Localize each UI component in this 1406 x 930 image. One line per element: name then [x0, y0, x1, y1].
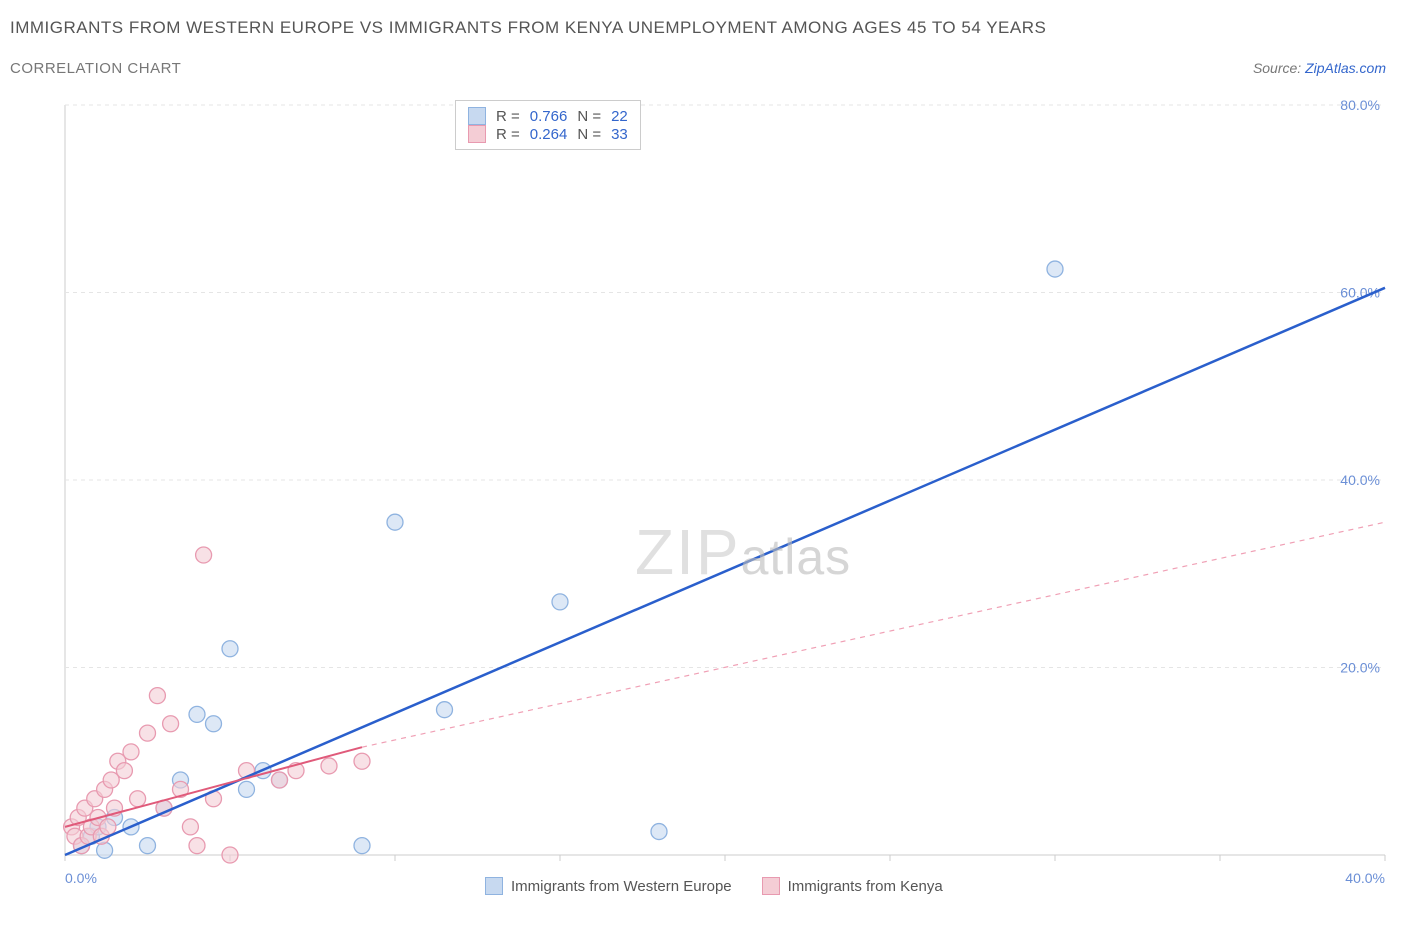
series-legend: Immigrants from Western Europe Immigrant… — [485, 877, 943, 895]
legend-item-series-1: Immigrants from Western Europe — [485, 877, 732, 895]
r-value: 0.766 — [530, 108, 568, 125]
svg-text:20.0%: 20.0% — [1340, 660, 1380, 676]
swatch-series-2 — [762, 877, 780, 895]
r-value: 0.264 — [530, 126, 568, 143]
n-value: 33 — [611, 126, 628, 143]
n-label: N = — [577, 108, 601, 125]
r-label: R = — [496, 108, 520, 125]
swatch-series-2 — [468, 125, 486, 143]
source-link[interactable]: ZipAtlas.com — [1305, 60, 1386, 76]
chart-subtitle: CORRELATION CHART — [10, 60, 181, 77]
r-label: R = — [496, 126, 520, 143]
legend-label: Immigrants from Western Europe — [511, 878, 732, 895]
correlation-stats-legend: R = 0.766 N = 22 R = 0.264 N = 33 — [455, 100, 641, 150]
svg-text:40.0%: 40.0% — [1345, 870, 1385, 886]
source-attribution: Source: ZipAtlas.com — [1253, 60, 1386, 76]
n-label: N = — [577, 126, 601, 143]
swatch-series-1 — [468, 107, 486, 125]
svg-text:80.0%: 80.0% — [1340, 97, 1380, 113]
swatch-series-1 — [485, 877, 503, 895]
chart-title: IMMIGRANTS FROM WESTERN EUROPE VS IMMIGR… — [10, 18, 1046, 38]
source-label: Source: — [1253, 60, 1305, 76]
stats-row-series-1: R = 0.766 N = 22 — [468, 107, 628, 125]
legend-label: Immigrants from Kenya — [788, 878, 943, 895]
svg-text:0.0%: 0.0% — [65, 870, 97, 886]
stats-row-series-2: R = 0.264 N = 33 — [468, 125, 628, 143]
legend-item-series-2: Immigrants from Kenya — [762, 877, 943, 895]
chart-canvas: 20.0%40.0%60.0%80.0%0.0%40.0% — [55, 95, 1395, 895]
svg-text:40.0%: 40.0% — [1340, 472, 1380, 488]
correlation-chart: 20.0%40.0%60.0%80.0%0.0%40.0% ZIPatlas R… — [55, 95, 1395, 895]
n-value: 22 — [611, 108, 628, 125]
